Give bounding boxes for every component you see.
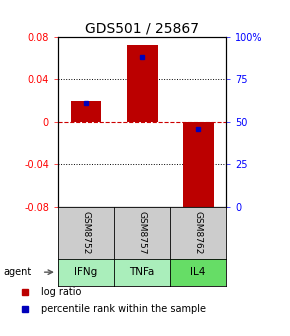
Title: GDS501 / 25867: GDS501 / 25867 bbox=[85, 22, 199, 36]
Text: TNFa: TNFa bbox=[129, 267, 155, 277]
Bar bbox=[127, 45, 157, 122]
Text: log ratio: log ratio bbox=[41, 287, 81, 297]
Text: GSM8752: GSM8752 bbox=[81, 211, 90, 254]
Text: agent: agent bbox=[3, 267, 31, 277]
Text: GSM8757: GSM8757 bbox=[137, 211, 147, 254]
Bar bbox=[70, 100, 102, 122]
Text: IFNg: IFNg bbox=[75, 267, 98, 277]
Text: percentile rank within the sample: percentile rank within the sample bbox=[41, 304, 206, 314]
Text: GSM8762: GSM8762 bbox=[194, 211, 203, 254]
Bar bbox=[183, 122, 213, 219]
Text: IL4: IL4 bbox=[191, 267, 206, 277]
